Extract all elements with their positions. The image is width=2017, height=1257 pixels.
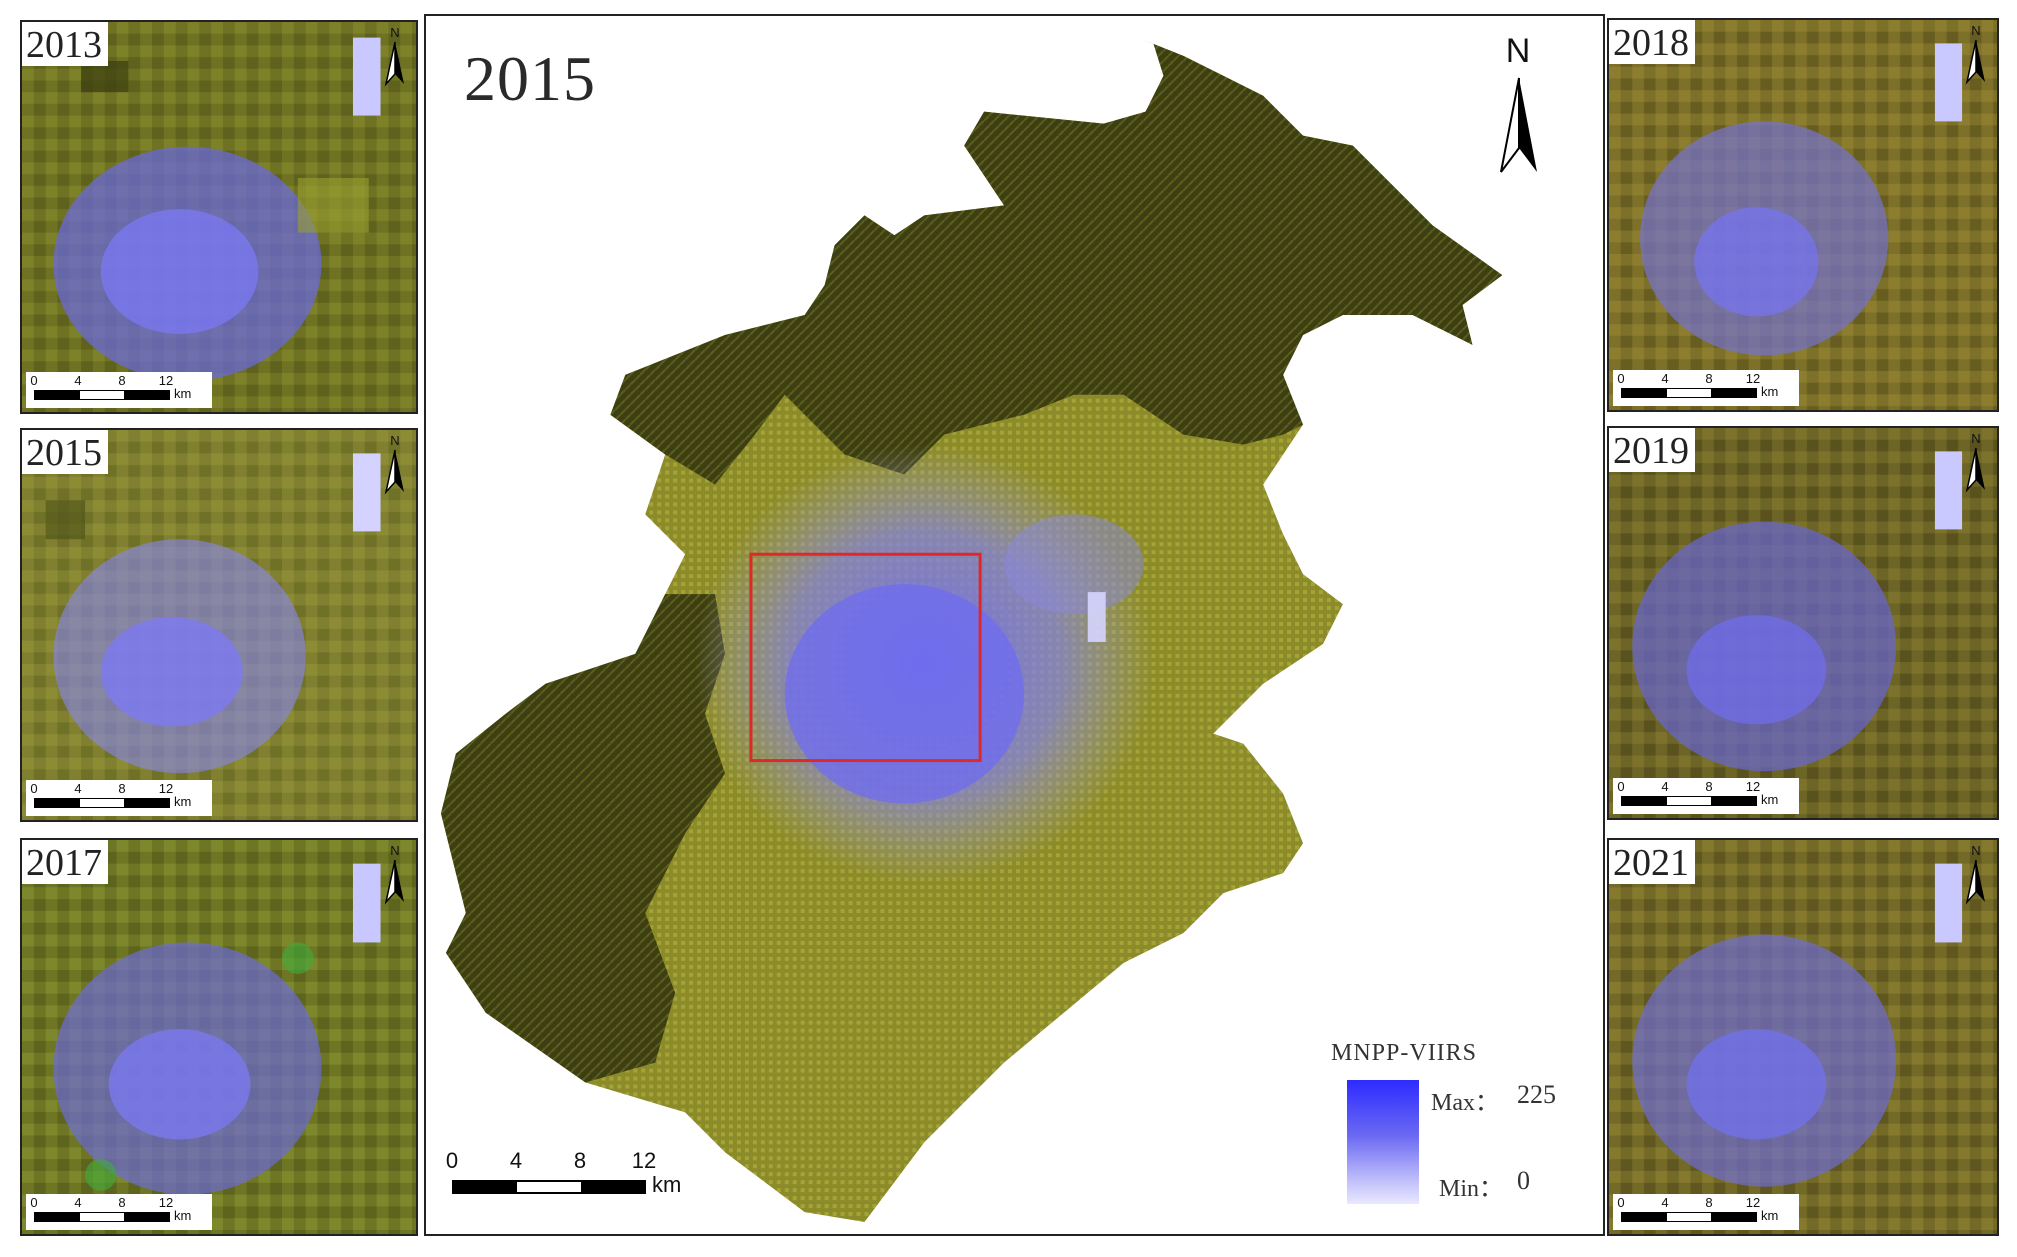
year-label: 2013 <box>22 22 108 66</box>
map-panel-2021: 2021 N 0 4 8 12 km <box>1607 838 1999 1236</box>
scale-tick: 12 <box>158 781 174 796</box>
scale-tick: 4 <box>1661 779 1669 794</box>
north-letter: N <box>390 433 400 448</box>
north-letter: N <box>390 843 400 858</box>
north-arrow-icon: N <box>1959 24 1993 88</box>
year-label: 2018 <box>1609 20 1695 64</box>
main-scale-bar: 0 4 8 12 km <box>446 1148 702 1212</box>
north-arrow-icon: N <box>1959 432 1993 496</box>
scale-tick: 0 <box>30 373 38 388</box>
year-label: 2017 <box>22 840 108 884</box>
scale-tick: 8 <box>1705 779 1713 794</box>
legend-color-ramp <box>1347 1080 1419 1204</box>
scale-bar: 0 4 8 12 km <box>1613 778 1799 814</box>
scale-tick: 4 <box>74 373 82 388</box>
map-panel-2018: 2018 N 0 4 8 12 km <box>1607 18 1999 412</box>
north-letter: N <box>1971 431 1981 446</box>
scale-bar-graphic <box>1621 388 1757 398</box>
scale-tick: 12 <box>1745 1195 1761 1210</box>
beijing-region-map <box>440 31 1503 1223</box>
scale-tick: 8 <box>573 1148 587 1173</box>
scale-tick: 12 <box>1745 371 1761 386</box>
scale-tick: 8 <box>1705 1195 1713 1210</box>
north-letter: N <box>1971 23 1981 38</box>
scale-bar-graphic <box>34 390 170 400</box>
year-label: 2019 <box>1609 428 1695 472</box>
scale-tick: 8 <box>1705 371 1713 386</box>
satellite-image <box>22 22 416 412</box>
scale-tick: 0 <box>1617 1195 1625 1210</box>
legend-min-label: Min： <box>1439 1176 1504 1202</box>
scale-unit: km <box>1761 792 1779 807</box>
legend-max-value: 225 <box>1517 1080 1556 1109</box>
scale-tick: 12 <box>158 373 174 388</box>
scale-tick: 0 <box>1617 779 1625 794</box>
scale-tick: 4 <box>74 781 82 796</box>
legend-max-label: Max： <box>1431 1090 1499 1116</box>
scale-tick: 0 <box>30 1195 38 1210</box>
satellite-image <box>1609 20 1997 410</box>
legend-min-value: 0 <box>1517 1166 1530 1195</box>
scale-tick: 12 <box>631 1148 657 1173</box>
year-label: 2021 <box>1609 840 1695 884</box>
scale-tick: 0 <box>1617 371 1625 386</box>
main-map-panel: 2015 N 0 4 8 12 km MNPP-VIIRS Max： 225 M… <box>424 14 1605 1236</box>
legend-title: MNPP-VIIRS <box>1331 1040 1478 1066</box>
scale-bar: 0 4 8 12 km <box>1613 370 1799 406</box>
scale-bar: 0 4 8 12 km <box>26 1194 212 1230</box>
scale-bar-graphic <box>34 1212 170 1222</box>
scale-bar-graphic <box>34 798 170 808</box>
map-panel-2019: 2019 N 0 4 8 12 km <box>1607 426 1999 820</box>
north-letter: N <box>390 25 400 40</box>
north-arrow-icon: N <box>378 844 412 908</box>
scale-tick: 4 <box>74 1195 82 1210</box>
scale-tick: 12 <box>1745 779 1761 794</box>
legend: MNPP-VIIRS Max： 225 Min： 0 <box>1331 1040 1591 1220</box>
map-panel-2015-small: 2015 N 0 4 8 12 km <box>20 428 418 822</box>
north-arrow-icon: N <box>378 434 412 498</box>
scale-unit: km <box>174 1208 192 1223</box>
scale-tick: 8 <box>118 1195 126 1210</box>
north-arrow-icon: N <box>1959 844 1993 908</box>
scale-unit: km <box>174 794 192 809</box>
scale-tick: 0 <box>30 781 38 796</box>
satellite-image <box>1609 428 1997 818</box>
scale-unit: km <box>174 386 192 401</box>
scale-bar: 0 4 8 12 km <box>1613 1194 1799 1230</box>
scale-bar-graphic <box>1621 1212 1757 1222</box>
north-letter: N <box>1971 843 1981 858</box>
satellite-image <box>22 430 416 820</box>
study-area-box <box>749 552 982 763</box>
scale-tick: 4 <box>1661 371 1669 386</box>
scale-tick: 4 <box>1661 1195 1669 1210</box>
scale-unit: km <box>652 1172 682 1197</box>
scale-bar: 0 4 8 12 km <box>26 372 212 408</box>
scale-bar-graphic <box>452 1180 646 1194</box>
scale-tick: 0 <box>445 1148 459 1173</box>
scale-tick: 12 <box>158 1195 174 1210</box>
north-letter: N <box>1505 32 1531 70</box>
scale-bar: 0 4 8 12 km <box>26 780 212 816</box>
year-label: 2015 <box>22 430 108 474</box>
north-arrow-icon: N <box>378 26 412 90</box>
scale-tick: 8 <box>118 373 126 388</box>
scale-bar-graphic <box>1621 796 1757 806</box>
satellite-image <box>1609 840 1997 1234</box>
scale-unit: km <box>1761 1208 1779 1223</box>
scale-tick: 4 <box>509 1148 523 1173</box>
satellite-image <box>22 840 416 1234</box>
scale-tick: 8 <box>118 781 126 796</box>
map-panel-2017: 2017 N 0 4 8 12 km <box>20 838 418 1236</box>
main-map-title: 2015 <box>464 43 596 114</box>
north-arrow-icon: N <box>1483 32 1553 182</box>
scale-unit: km <box>1761 384 1779 399</box>
map-panel-2013: 2013 N 0 4 8 12 km <box>20 20 418 414</box>
